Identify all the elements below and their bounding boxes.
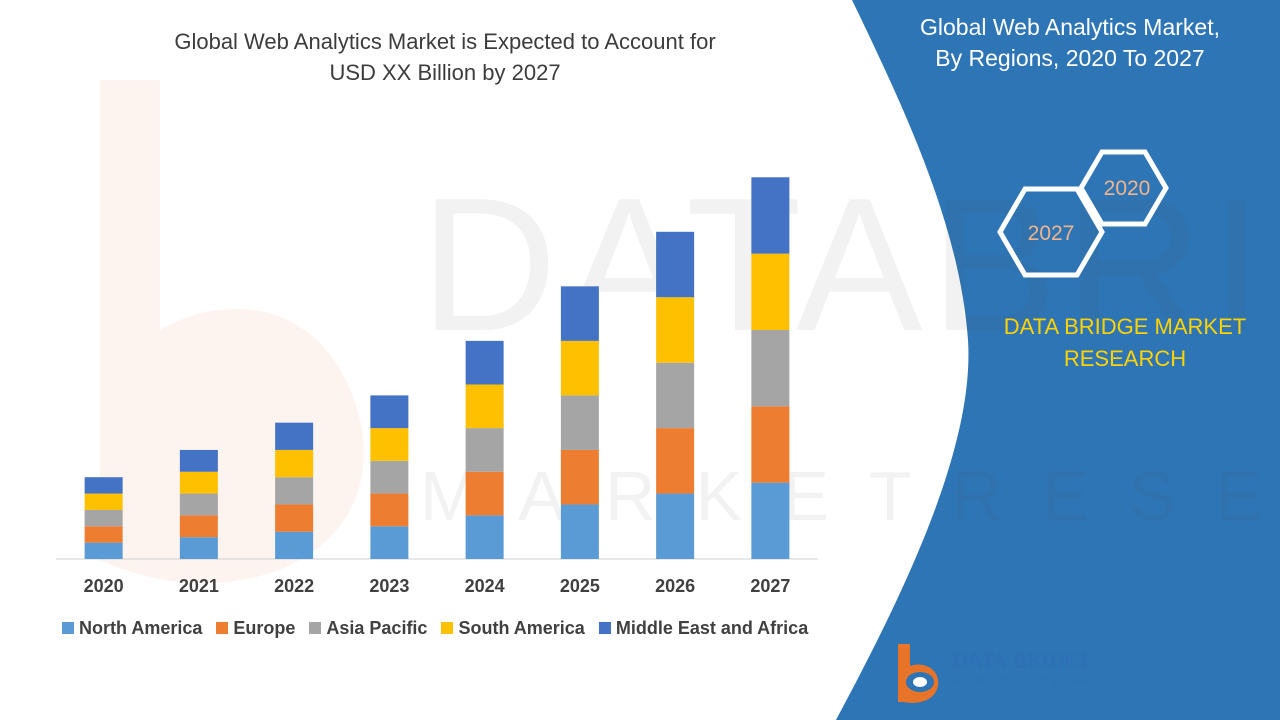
bar-segment-2024-europe bbox=[465, 471, 504, 516]
bar-segment-2020-middle-east-and-africa bbox=[84, 477, 123, 494]
bar-segment-2025-asia-pacific bbox=[560, 395, 599, 450]
bar-segment-2025-south-america bbox=[560, 340, 599, 396]
bar-segment-2020-south-america bbox=[84, 493, 123, 510]
footer-logo-name: DATA BRIDGE bbox=[952, 648, 1095, 672]
bar-segment-2022-europe bbox=[275, 504, 314, 532]
bar-segment-2024-middle-east-and-africa bbox=[465, 340, 504, 385]
chart-title-line-1: Global Web Analytics Market is Expected … bbox=[174, 29, 716, 54]
bar-segment-2022-asia-pacific bbox=[275, 477, 314, 505]
x-tick-label-2020: 2020 bbox=[84, 576, 124, 596]
legend-swatch bbox=[62, 622, 74, 634]
footer-logo-icon bbox=[898, 644, 939, 703]
x-tick-label-2027: 2027 bbox=[750, 576, 790, 596]
legend-label: Europe bbox=[233, 617, 296, 638]
legend-item-middle-east-and-africa: Middle East and Africa bbox=[598, 617, 809, 639]
hexagon-2020-label: 2020 bbox=[1104, 177, 1151, 200]
bar-segment-2021-europe bbox=[179, 515, 218, 538]
legend-swatch bbox=[598, 622, 611, 634]
chart-title-line-2: USD XX Billion by 2027 bbox=[329, 60, 561, 85]
brand-text-line-1: DATA BRIDGE MARKET bbox=[1003, 314, 1247, 339]
legend-item-asia-pacific: Asia Pacific bbox=[309, 618, 427, 639]
chart-title: Global Web Analytics Market is Expected … bbox=[60, 26, 830, 88]
bar-segment-2027-middle-east-and-africa bbox=[751, 177, 790, 254]
hexagon-2020 bbox=[1078, 149, 1169, 227]
bar-segment-2022-north-america bbox=[275, 531, 314, 559]
bar-segment-2025-middle-east-and-africa bbox=[560, 286, 599, 341]
panel-title-line-2: By Regions, 2020 To 2027 bbox=[935, 45, 1205, 71]
x-tick-label-2026: 2026 bbox=[655, 576, 695, 596]
bar-segment-2027-asia-pacific bbox=[751, 329, 790, 407]
panel-title-line-1: Global Web Analytics Market, bbox=[920, 14, 1220, 40]
bar-segment-2024-south-america bbox=[465, 384, 504, 429]
hexagon-2027-label: 2027 bbox=[1028, 222, 1075, 245]
bar-segment-2023-middle-east-and-africa bbox=[370, 395, 409, 429]
legend-label: Asia Pacific bbox=[326, 617, 428, 638]
bar-segment-2027-south-america bbox=[751, 253, 790, 330]
hexagon-2027 bbox=[997, 186, 1105, 278]
panel-title: Global Web Analytics Market, By Regions,… bbox=[890, 12, 1250, 74]
x-tick-label-2023: 2023 bbox=[369, 576, 409, 596]
x-tick-label-2024: 2024 bbox=[465, 576, 505, 596]
x-tick-label-2025: 2025 bbox=[560, 576, 600, 596]
bar-segment-2023-north-america bbox=[370, 526, 409, 559]
bar-segment-2025-europe bbox=[560, 449, 599, 505]
bar-segment-2024-asia-pacific bbox=[465, 428, 504, 472]
bar-segment-2024-north-america bbox=[465, 515, 504, 559]
legend-item-north-america: North America bbox=[62, 618, 202, 639]
bar-segment-2026-europe bbox=[656, 428, 695, 494]
legend-item-europe: Europe bbox=[216, 618, 295, 639]
bar-segment-2021-south-america bbox=[179, 471, 218, 494]
legend-item-south-america: South America bbox=[441, 617, 585, 639]
bar-segment-2021-middle-east-and-africa bbox=[179, 449, 218, 472]
bar-segment-2027-north-america bbox=[751, 482, 790, 559]
legend-label: Middle East and Africa bbox=[615, 617, 809, 638]
bar-segment-2026-north-america bbox=[656, 493, 695, 559]
bar-segment-2023-south-america bbox=[370, 428, 409, 461]
bar-segment-2025-north-america bbox=[560, 504, 599, 559]
x-tick-label-2021: 2021 bbox=[179, 576, 219, 596]
legend-label: North America bbox=[79, 617, 203, 638]
chart-legend: North America Europe Asia Pacific South Ame… bbox=[62, 616, 808, 640]
bar-segment-2023-europe bbox=[370, 493, 409, 527]
bar-segment-2026-asia-pacific bbox=[656, 362, 695, 429]
bar-segment-2026-south-america bbox=[656, 297, 695, 363]
bar-segment-2020-asia-pacific bbox=[84, 509, 123, 527]
footer-logo-tagline: MARKET RESEARCH bbox=[955, 676, 1118, 685]
brand-text: DATA BRIDGE MARKET RESEARCH bbox=[985, 311, 1265, 375]
bar-segment-2027-europe bbox=[751, 406, 790, 483]
bar-segment-2022-middle-east-and-africa bbox=[275, 422, 314, 450]
bar-segment-2020-europe bbox=[84, 526, 123, 543]
bar-segment-2022-south-america bbox=[275, 449, 314, 478]
legend-label: South America bbox=[458, 617, 585, 638]
bar-segment-2023-asia-pacific bbox=[370, 460, 409, 494]
bar-segment-2021-north-america bbox=[179, 537, 218, 559]
legend-swatch bbox=[441, 622, 454, 634]
bar-segment-2020-north-america bbox=[84, 542, 123, 559]
legend-swatch bbox=[216, 622, 229, 634]
x-tick-label-2022: 2022 bbox=[274, 576, 314, 596]
legend-swatch bbox=[309, 622, 322, 634]
brand-text-line-2: RESEARCH bbox=[1063, 346, 1187, 371]
bar-segment-2026-middle-east-and-africa bbox=[656, 231, 695, 298]
bar-segment-2021-asia-pacific bbox=[179, 493, 218, 516]
